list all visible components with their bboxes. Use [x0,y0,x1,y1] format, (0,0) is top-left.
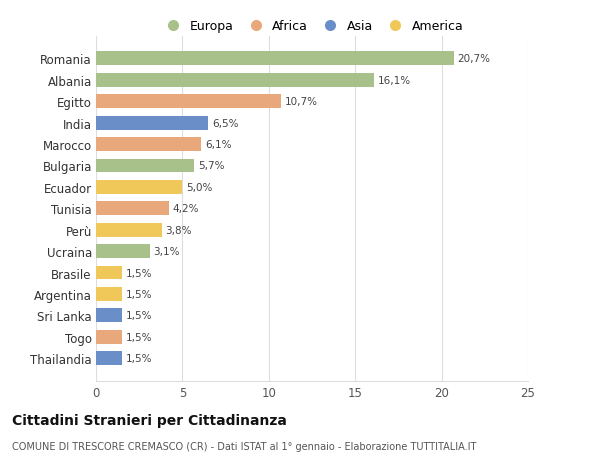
Bar [96,95,281,109]
Text: Cittadini Stranieri per Cittadinanza: Cittadini Stranieri per Cittadinanza [12,413,287,427]
Text: COMUNE DI TRESCORE CREMASCO (CR) - Dati ISTAT al 1° gennaio - Elaborazione TUTTI: COMUNE DI TRESCORE CREMASCO (CR) - Dati … [12,441,476,451]
Legend: Europa, Africa, Asia, America: Europa, Africa, Asia, America [155,16,469,39]
Bar [96,52,454,66]
Text: 1,5%: 1,5% [125,311,152,321]
Bar [96,266,122,280]
Text: 3,8%: 3,8% [165,225,191,235]
Text: 5,0%: 5,0% [186,183,212,192]
Bar [96,180,182,195]
Bar [96,352,122,365]
Bar [96,309,122,323]
Bar [96,245,149,258]
Bar [96,138,202,152]
Text: 6,1%: 6,1% [205,140,232,150]
Text: 16,1%: 16,1% [377,76,411,86]
Bar [96,287,122,301]
Text: 5,7%: 5,7% [198,161,224,171]
Text: 1,5%: 1,5% [125,268,152,278]
Bar [96,223,161,237]
Text: 6,5%: 6,5% [212,118,238,129]
Bar [96,202,169,216]
Bar [96,159,194,173]
Text: 1,5%: 1,5% [125,289,152,299]
Bar [96,330,122,344]
Text: 4,2%: 4,2% [172,204,199,214]
Text: 10,7%: 10,7% [284,97,317,107]
Bar [96,74,374,88]
Bar [96,117,208,130]
Text: 20,7%: 20,7% [457,54,490,64]
Text: 1,5%: 1,5% [125,332,152,342]
Text: 1,5%: 1,5% [125,353,152,364]
Text: 3,1%: 3,1% [153,246,179,257]
